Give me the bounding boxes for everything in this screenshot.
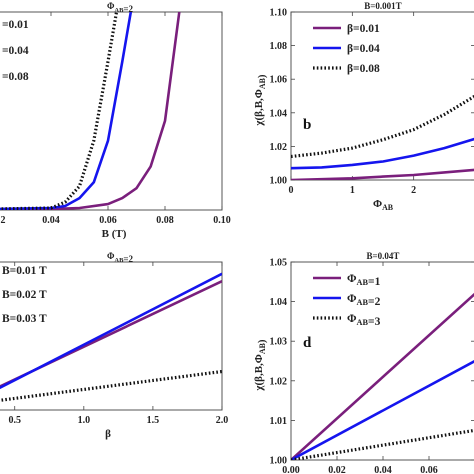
series-line-black [291,428,474,460]
panel-b: B=0.001T 0 1 2 1.00 1.02 1.04 1.06 1.08 1.10 ΦAB χ(… [253,1,474,212]
x-tick-label: 1.0 [78,415,91,426]
legend-label: β=0.04 [347,43,380,55]
legend-label: ΦAB=1 [347,273,381,288]
x-tick-label: 2.0 [216,415,229,426]
panel-title: ΦAB=2 [107,251,134,264]
y-tick-label: 1.06 [270,75,288,86]
x-axis-label: B (T) [102,228,127,240]
series-line-purple [291,168,474,180]
legend-label: =0.08 [2,71,29,83]
x-tick-label: 0.06 [99,215,117,226]
y-tick-label: 1.02 [270,142,288,153]
y-tick-label: 1.02 [270,376,288,387]
series-line-blue [0,272,222,390]
x-tick-label: 0.10 [213,215,231,226]
y-tick-label: 1.10 [270,8,288,19]
panel-a: ΦAB=2 0.04 0.06 0.08 0.10 2 B (T) =0.01 =0.04 =0.… [0,1,231,240]
x-tick-label: 0.5 [8,415,21,426]
x-tick-label: 0.04 [374,465,392,474]
series-line-black [0,12,119,210]
series-line-black [0,369,222,402]
y-tick-label: 1.04 [270,297,288,308]
legend-label: β=0.08 [347,63,380,75]
panel-title: B=0.04T [367,251,400,261]
x-axis-label: β [105,428,111,440]
x-tick-label: 1.5 [147,415,160,426]
legend-label: B=0.02 T [2,289,47,301]
y-axis-label: χ(β,B,ΦAB) [253,339,268,391]
legend-label: ΦAB=2 [347,293,381,308]
panel-letter: b [303,117,311,133]
y-tick-label: 1.00 [270,176,288,187]
panel-title: ΦAB=2 [107,1,134,14]
y-tick-label: 1.01 [270,416,288,427]
y-tick-label: 1.00 [270,456,288,467]
y-tick-label: 1.04 [270,108,288,119]
plot-frame [290,261,474,461]
x-tick-label: 0.04 [42,215,60,226]
panel-title: B=0.001T [364,1,401,11]
x-tick-label: 0.06 [420,465,438,474]
series-line-blue [291,360,474,460]
y-tick-label: 1.08 [270,41,288,52]
legend-label: =0.01 [2,19,29,31]
x-tick-label: 0 [289,185,294,196]
panel-c: ΦAB=2 0.5 1.0 1.5 2.0 β B=0.01 T B=0.02 T B=0.03… [0,251,228,440]
x-axis-label: ΦAB [373,198,394,212]
plot-frame [0,11,223,211]
series-line-purple [0,12,181,210]
legend-label: B=0.01 T [2,265,47,277]
plot-frame [0,261,223,411]
plot-frame [290,11,474,181]
x-tick-label: 1 [350,185,355,196]
y-tick-label: 1.03 [270,337,288,348]
series-line-purple [291,292,474,460]
panel-d: B=0.04T 0.00 0.02 0.04 0.06 1.00 1.01 1.02 1.03 1… [253,251,474,474]
x-tick-label: 2 [411,185,416,196]
legend-label: β=0.01 [347,23,380,35]
series-line-blue [0,12,133,210]
series-line-blue [291,137,474,170]
legend-label: ΦAB=3 [347,313,381,328]
x-tick-label: 0.00 [282,465,300,474]
legend-label: =0.04 [2,45,29,57]
y-axis-label: χ(β,B,ΦAB) [253,74,268,126]
y-tick-label: 1.05 [270,258,288,269]
x-tick-label: 2 [1,215,6,226]
x-tick-label: 0.02 [328,465,346,474]
x-tick-label: 0.08 [156,215,174,226]
legend-label: B=0.03 T [2,313,47,325]
panel-letter: d [303,335,312,351]
series-line-black [291,94,474,159]
